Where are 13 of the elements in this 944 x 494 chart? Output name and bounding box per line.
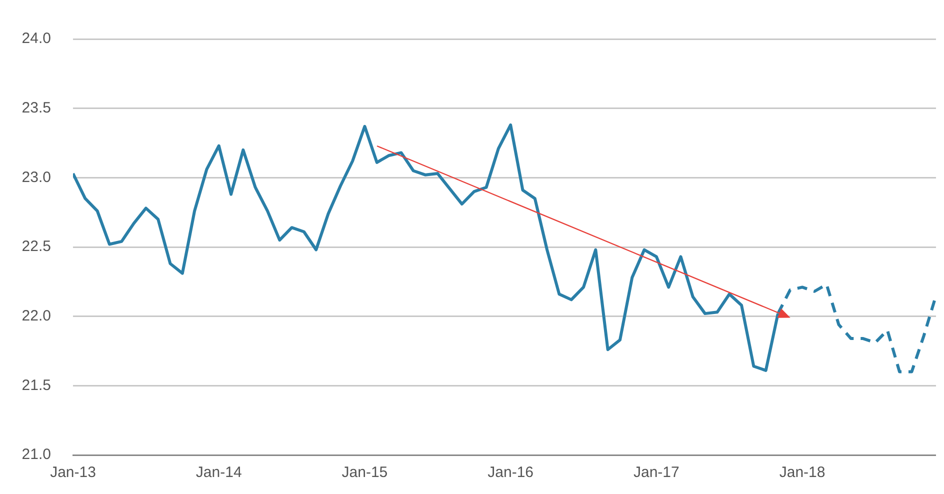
x-tick-label: Jan-16 [488,464,534,482]
y-tick-label: 24.0 [22,30,51,48]
x-tick-label: Jan-15 [342,464,388,482]
y-tick-label: 22.5 [22,238,51,256]
x-tick-label: Jan-18 [779,464,826,482]
x-tick-label: Jan-14 [196,464,242,482]
x-tick-label: Jan-17 [634,464,680,482]
y-tick-label: 21.0 [22,446,51,464]
x-tick-label: Jan-13 [50,464,96,482]
y-tick-label: 23.5 [22,99,51,116]
y-tick-label: 21.5 [22,376,51,394]
y-tick-label: 23.0 [22,168,51,186]
y-tick-label: 22.0 [22,307,51,324]
